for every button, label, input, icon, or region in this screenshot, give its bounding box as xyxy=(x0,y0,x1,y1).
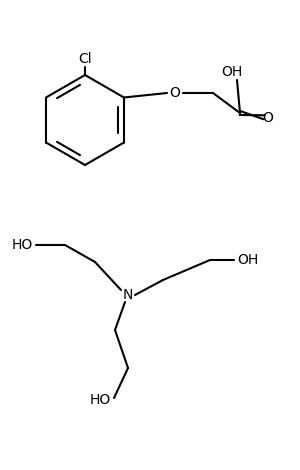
Text: Cl: Cl xyxy=(78,52,92,66)
Text: OH: OH xyxy=(221,65,243,79)
Text: N: N xyxy=(123,288,133,302)
Text: HO: HO xyxy=(11,238,33,252)
Text: OH: OH xyxy=(237,253,259,267)
Text: O: O xyxy=(262,111,273,125)
Text: O: O xyxy=(169,86,180,100)
Text: HO: HO xyxy=(89,393,111,407)
